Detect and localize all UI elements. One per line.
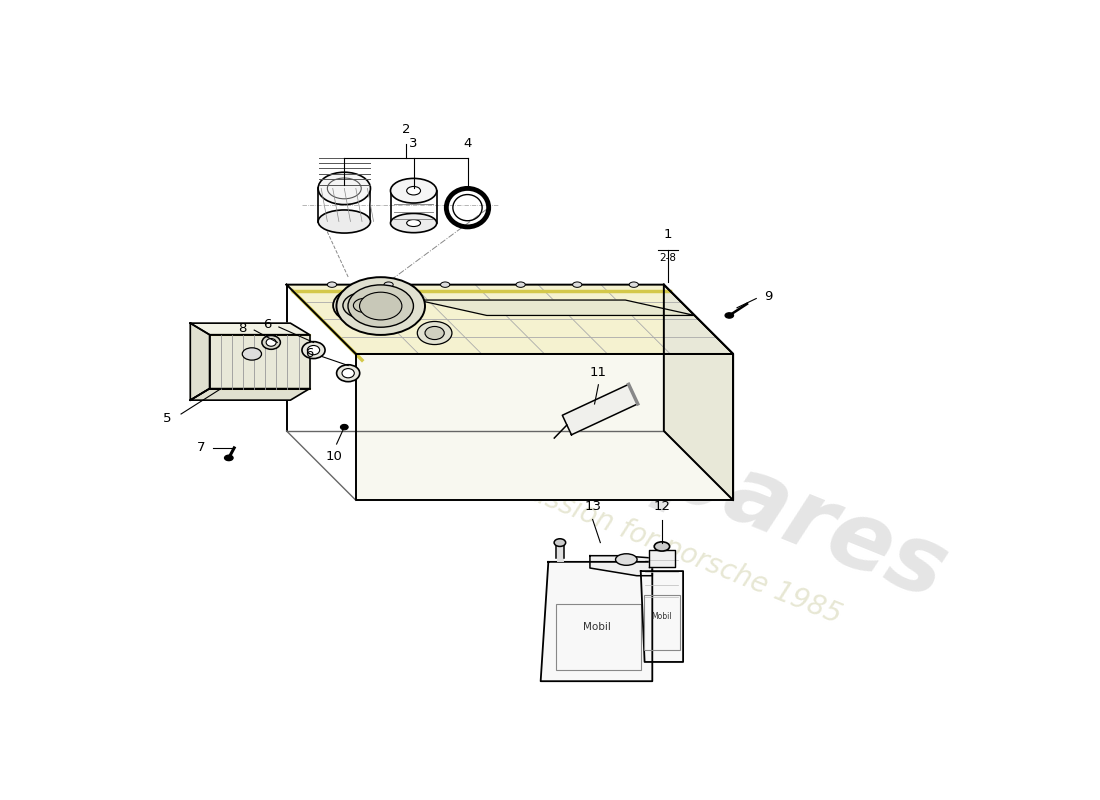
Ellipse shape — [654, 542, 670, 551]
Ellipse shape — [318, 172, 371, 205]
Text: Mobil: Mobil — [651, 613, 672, 622]
Text: Mobil: Mobil — [583, 622, 610, 633]
Text: 2-8: 2-8 — [659, 253, 676, 263]
Bar — [286, 0, 449, 88]
Ellipse shape — [348, 285, 414, 327]
Text: 9: 9 — [763, 290, 772, 302]
Ellipse shape — [407, 219, 420, 226]
Text: 3: 3 — [409, 137, 418, 150]
Ellipse shape — [390, 178, 437, 203]
Ellipse shape — [262, 335, 280, 350]
Ellipse shape — [266, 338, 276, 346]
Bar — [556, 604, 640, 670]
Ellipse shape — [417, 322, 452, 345]
Polygon shape — [562, 384, 638, 435]
Ellipse shape — [425, 326, 444, 339]
Ellipse shape — [307, 346, 320, 354]
Text: 12: 12 — [653, 499, 670, 513]
Polygon shape — [418, 300, 695, 315]
Ellipse shape — [337, 277, 425, 335]
Ellipse shape — [301, 342, 326, 358]
Ellipse shape — [407, 186, 420, 195]
Polygon shape — [649, 550, 674, 567]
Ellipse shape — [360, 292, 401, 320]
Ellipse shape — [224, 455, 233, 461]
Ellipse shape — [343, 292, 388, 319]
Text: eurospares: eurospares — [371, 311, 959, 620]
Ellipse shape — [342, 369, 354, 378]
Ellipse shape — [384, 282, 393, 287]
Text: 5: 5 — [163, 412, 172, 425]
Polygon shape — [190, 389, 310, 400]
Bar — [644, 595, 680, 650]
Ellipse shape — [337, 365, 360, 382]
Text: 6: 6 — [305, 347, 314, 361]
Ellipse shape — [353, 298, 378, 313]
Ellipse shape — [616, 554, 637, 566]
Ellipse shape — [333, 286, 398, 325]
Ellipse shape — [440, 282, 450, 287]
Ellipse shape — [328, 282, 337, 287]
Ellipse shape — [242, 348, 262, 360]
Text: 6: 6 — [263, 318, 271, 331]
Ellipse shape — [318, 210, 371, 233]
Ellipse shape — [554, 538, 565, 546]
Polygon shape — [356, 354, 733, 500]
Polygon shape — [190, 323, 310, 334]
Text: 4: 4 — [463, 137, 472, 150]
Polygon shape — [209, 334, 310, 389]
Polygon shape — [190, 323, 209, 400]
Ellipse shape — [725, 313, 734, 318]
Text: 2: 2 — [402, 123, 410, 136]
Text: 7: 7 — [197, 442, 206, 454]
Ellipse shape — [629, 282, 638, 287]
Text: 1: 1 — [663, 228, 672, 241]
Text: a passion for porsche 1985: a passion for porsche 1985 — [485, 462, 846, 630]
Text: 13: 13 — [584, 499, 601, 513]
Ellipse shape — [516, 282, 526, 287]
Text: 8: 8 — [238, 322, 246, 335]
Text: 11: 11 — [590, 366, 607, 378]
Text: 10: 10 — [326, 450, 343, 463]
Polygon shape — [541, 562, 652, 682]
Ellipse shape — [390, 214, 437, 233]
Polygon shape — [664, 285, 733, 500]
Ellipse shape — [341, 425, 349, 430]
Polygon shape — [640, 571, 683, 662]
Polygon shape — [286, 285, 733, 354]
Ellipse shape — [573, 282, 582, 287]
Polygon shape — [590, 556, 652, 576]
